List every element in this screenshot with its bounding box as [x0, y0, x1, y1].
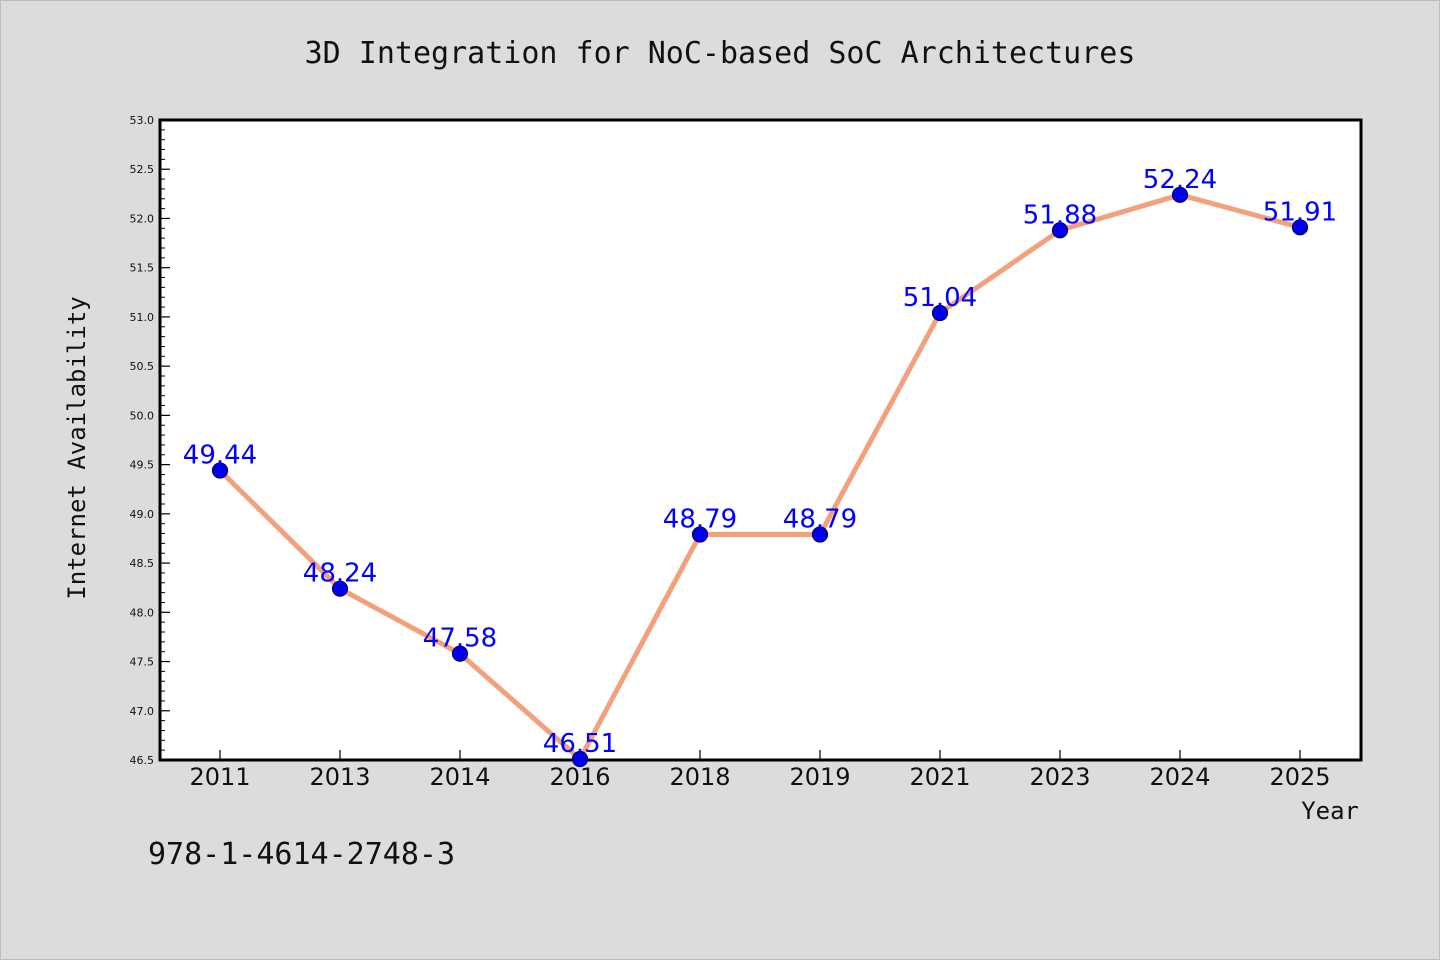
- x-tick-label: 2021: [909, 763, 970, 791]
- y-tick-label: 48.0: [130, 606, 155, 619]
- x-axis: 2011 2013 2014 2016 2018 2019 2021 2023 2024 2025: [189, 750, 1331, 791]
- y-tick-label: 50.0: [130, 409, 155, 422]
- data-label: 48.24: [303, 559, 377, 589]
- data-point: [691, 526, 709, 543]
- y-tick-label: 53.0: [130, 114, 155, 127]
- data-point: [571, 750, 589, 768]
- data-label: 51.04: [903, 283, 977, 313]
- data-label: 48.79: [783, 505, 857, 535]
- data-point: [931, 304, 949, 322]
- y-tick-label: 51.5: [130, 262, 155, 275]
- y-tick-label: 51.0: [130, 311, 155, 324]
- data-labels: 49.44 48.24 47.58 46.51 48.79 48.79 51.04 51.88…: [183, 165, 1337, 759]
- y-tick-label: 49.0: [130, 508, 155, 521]
- x-tick-label: 2014: [429, 763, 490, 791]
- y-tick-label: 52.5: [130, 163, 155, 176]
- plot-area: [158, 118, 1363, 762]
- chart-title: 3D Integration for NoC-based SoC Archite…: [305, 36, 1136, 71]
- x-tick-label: 2018: [669, 763, 730, 791]
- data-label: 51.88: [1023, 200, 1097, 230]
- x-tick-label: 2013: [309, 763, 370, 791]
- series-line: [217, 192, 1303, 762]
- x-tick-label: 2016: [549, 763, 610, 791]
- y-axis-label: Internet Availability: [63, 296, 91, 599]
- x-axis-label: Year: [1301, 797, 1359, 825]
- x-tick-label: 2025: [1269, 763, 1330, 791]
- y-tick-label: 49.5: [130, 459, 155, 472]
- data-label: 49.44: [183, 441, 257, 471]
- y-tick-label: 46.5: [130, 754, 155, 767]
- data-point: [1291, 219, 1309, 236]
- data-label: 47.58: [423, 624, 497, 654]
- data-point: [331, 580, 349, 597]
- data-point: [1051, 222, 1069, 239]
- y-tick-label: 47.0: [130, 705, 155, 718]
- data-label: 51.91: [1263, 197, 1337, 227]
- x-tick-label: 2011: [189, 763, 250, 791]
- x-tick-label: 2019: [789, 763, 850, 791]
- data-label: 46.51: [543, 729, 617, 759]
- y-tick-label: 48.5: [130, 557, 155, 570]
- data-points: [211, 186, 1309, 768]
- isbn-text: 978-1-4614-2748-3: [148, 837, 455, 872]
- data-point: [1171, 186, 1189, 203]
- data-label: 48.79: [663, 505, 737, 535]
- x-tick-label: 2023: [1029, 763, 1090, 791]
- data-point: [211, 462, 229, 479]
- y-tick-label: 50.5: [130, 360, 155, 373]
- y-tick-label: 47.5: [130, 656, 155, 669]
- data-label: 52.24: [1143, 165, 1217, 195]
- data-point: [451, 645, 469, 662]
- y-axis: 46.5 47.0 47.5 48.0 48.5 49.0 49.5 50.0 50.5 51.0…: [130, 114, 170, 767]
- data-point: [811, 526, 829, 543]
- y-tick-label: 52.0: [130, 212, 155, 225]
- x-tick-label: 2024: [1149, 763, 1210, 791]
